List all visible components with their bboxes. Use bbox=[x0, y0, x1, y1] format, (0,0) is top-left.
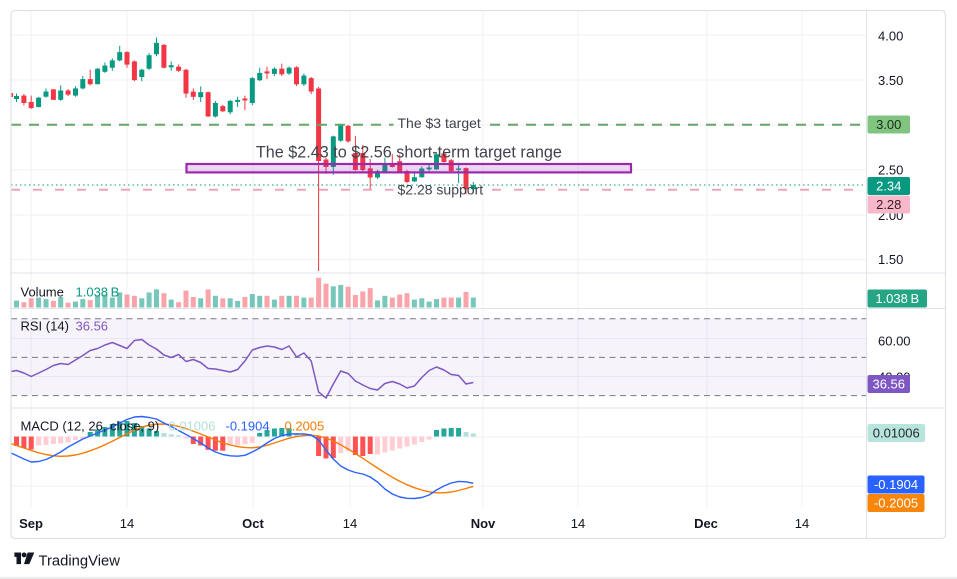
svg-text:-0.1904: -0.1904 bbox=[874, 477, 918, 492]
svg-text:14: 14 bbox=[571, 516, 585, 531]
svg-text:TradingView: TradingView bbox=[39, 553, 121, 569]
svg-text:$2.28 support: $2.28 support bbox=[398, 182, 484, 198]
svg-text:3.00: 3.00 bbox=[876, 117, 901, 132]
svg-text:Nov: Nov bbox=[471, 516, 496, 531]
svg-text:2.28: 2.28 bbox=[876, 197, 901, 212]
svg-text:36.56: 36.56 bbox=[872, 377, 905, 392]
svg-text:The $2.43 to $2.56 short-term: The $2.43 to $2.56 short-term target ran… bbox=[256, 143, 562, 161]
svg-text:Oct: Oct bbox=[242, 516, 264, 531]
svg-text:14: 14 bbox=[120, 516, 134, 531]
svg-text:2.34: 2.34 bbox=[876, 179, 901, 194]
svg-text:The $3 target: The $3 target bbox=[398, 115, 481, 131]
svg-text:Sep: Sep bbox=[19, 516, 43, 531]
svg-text:0.2005: 0.2005 bbox=[285, 419, 325, 434]
svg-text:14: 14 bbox=[343, 516, 357, 531]
svg-text:-0.2005: -0.2005 bbox=[874, 496, 918, 511]
svg-text:60.00: 60.00 bbox=[878, 334, 911, 349]
svg-text:2.50: 2.50 bbox=[878, 162, 903, 177]
svg-text:Volume: Volume bbox=[21, 285, 64, 300]
svg-text:Dec: Dec bbox=[694, 516, 718, 531]
svg-text:3.50: 3.50 bbox=[878, 73, 903, 88]
svg-text:1.50: 1.50 bbox=[878, 252, 903, 267]
svg-text:-0.1904: -0.1904 bbox=[226, 419, 270, 434]
svg-text:36.56: 36.56 bbox=[76, 319, 109, 334]
svg-text:RSI (14): RSI (14) bbox=[21, 319, 69, 334]
svg-text:4.00: 4.00 bbox=[878, 28, 903, 43]
svg-text:1.038 B: 1.038 B bbox=[76, 285, 120, 300]
svg-text:MACD (12, 26, close, 9): MACD (12, 26, close, 9) bbox=[21, 419, 160, 434]
svg-text:1.038 B: 1.038 B bbox=[875, 291, 919, 306]
svg-text:0.01006: 0.01006 bbox=[169, 419, 216, 434]
svg-text:0.01006: 0.01006 bbox=[873, 426, 920, 441]
svg-text:14: 14 bbox=[795, 516, 809, 531]
